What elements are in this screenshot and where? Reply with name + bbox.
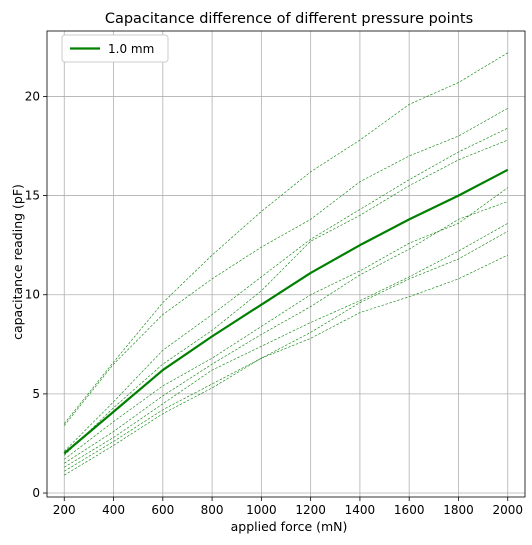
series-line-dashed-2 [64, 108, 508, 426]
series-line-dashed-3 [64, 127, 508, 452]
x-tick-label: 1600 [394, 503, 425, 517]
grid [47, 31, 525, 497]
y-tick-label: 0 [32, 486, 40, 500]
series-line-dashed-4 [64, 139, 508, 456]
series-line-dashed-8 [64, 231, 508, 472]
x-axis-label: applied force (mN) [231, 519, 348, 534]
series-line-dashed-7 [64, 223, 508, 468]
y-tick-label: 10 [25, 288, 40, 302]
y-tick-label: 20 [25, 89, 40, 103]
y-tick-label: 5 [32, 387, 40, 401]
x-axis-ticks: 200 400 600 800 1000 1200 1400 1600 1800 2000 [53, 497, 523, 517]
series-line-dashed-5 [64, 187, 508, 460]
y-tick-label: 15 [25, 189, 40, 203]
x-tick-label: 600 [151, 503, 174, 517]
series-line-1.0-mm [63, 168, 509, 455]
series-lines [63, 52, 509, 476]
series-line-dashed-9 [64, 254, 508, 476]
series-line-dashed-6 [64, 201, 508, 464]
x-tick-label: 800 [201, 503, 224, 517]
x-tick-label: 400 [102, 503, 125, 517]
series-line-dashed-1 [64, 52, 508, 424]
legend-label-1.0-mm: 1.0 mm [108, 42, 154, 56]
x-tick-label: 1000 [246, 503, 277, 517]
x-tick-label: 200 [53, 503, 76, 517]
x-tick-label: 2000 [492, 503, 523, 517]
chart-title: Capacitance difference of different pres… [105, 11, 473, 27]
axes-frame [46, 30, 526, 498]
y-axis-ticks: 0 5 10 15 20 [25, 89, 47, 500]
legend: 1.0 mm [61, 34, 169, 63]
x-tick-label: 1200 [295, 503, 326, 517]
x-tick-label: 1800 [443, 503, 474, 517]
y-axis-label: capacitance reading (pF) [10, 184, 25, 340]
legend-box [61, 34, 169, 63]
x-tick-label: 1400 [345, 503, 376, 517]
